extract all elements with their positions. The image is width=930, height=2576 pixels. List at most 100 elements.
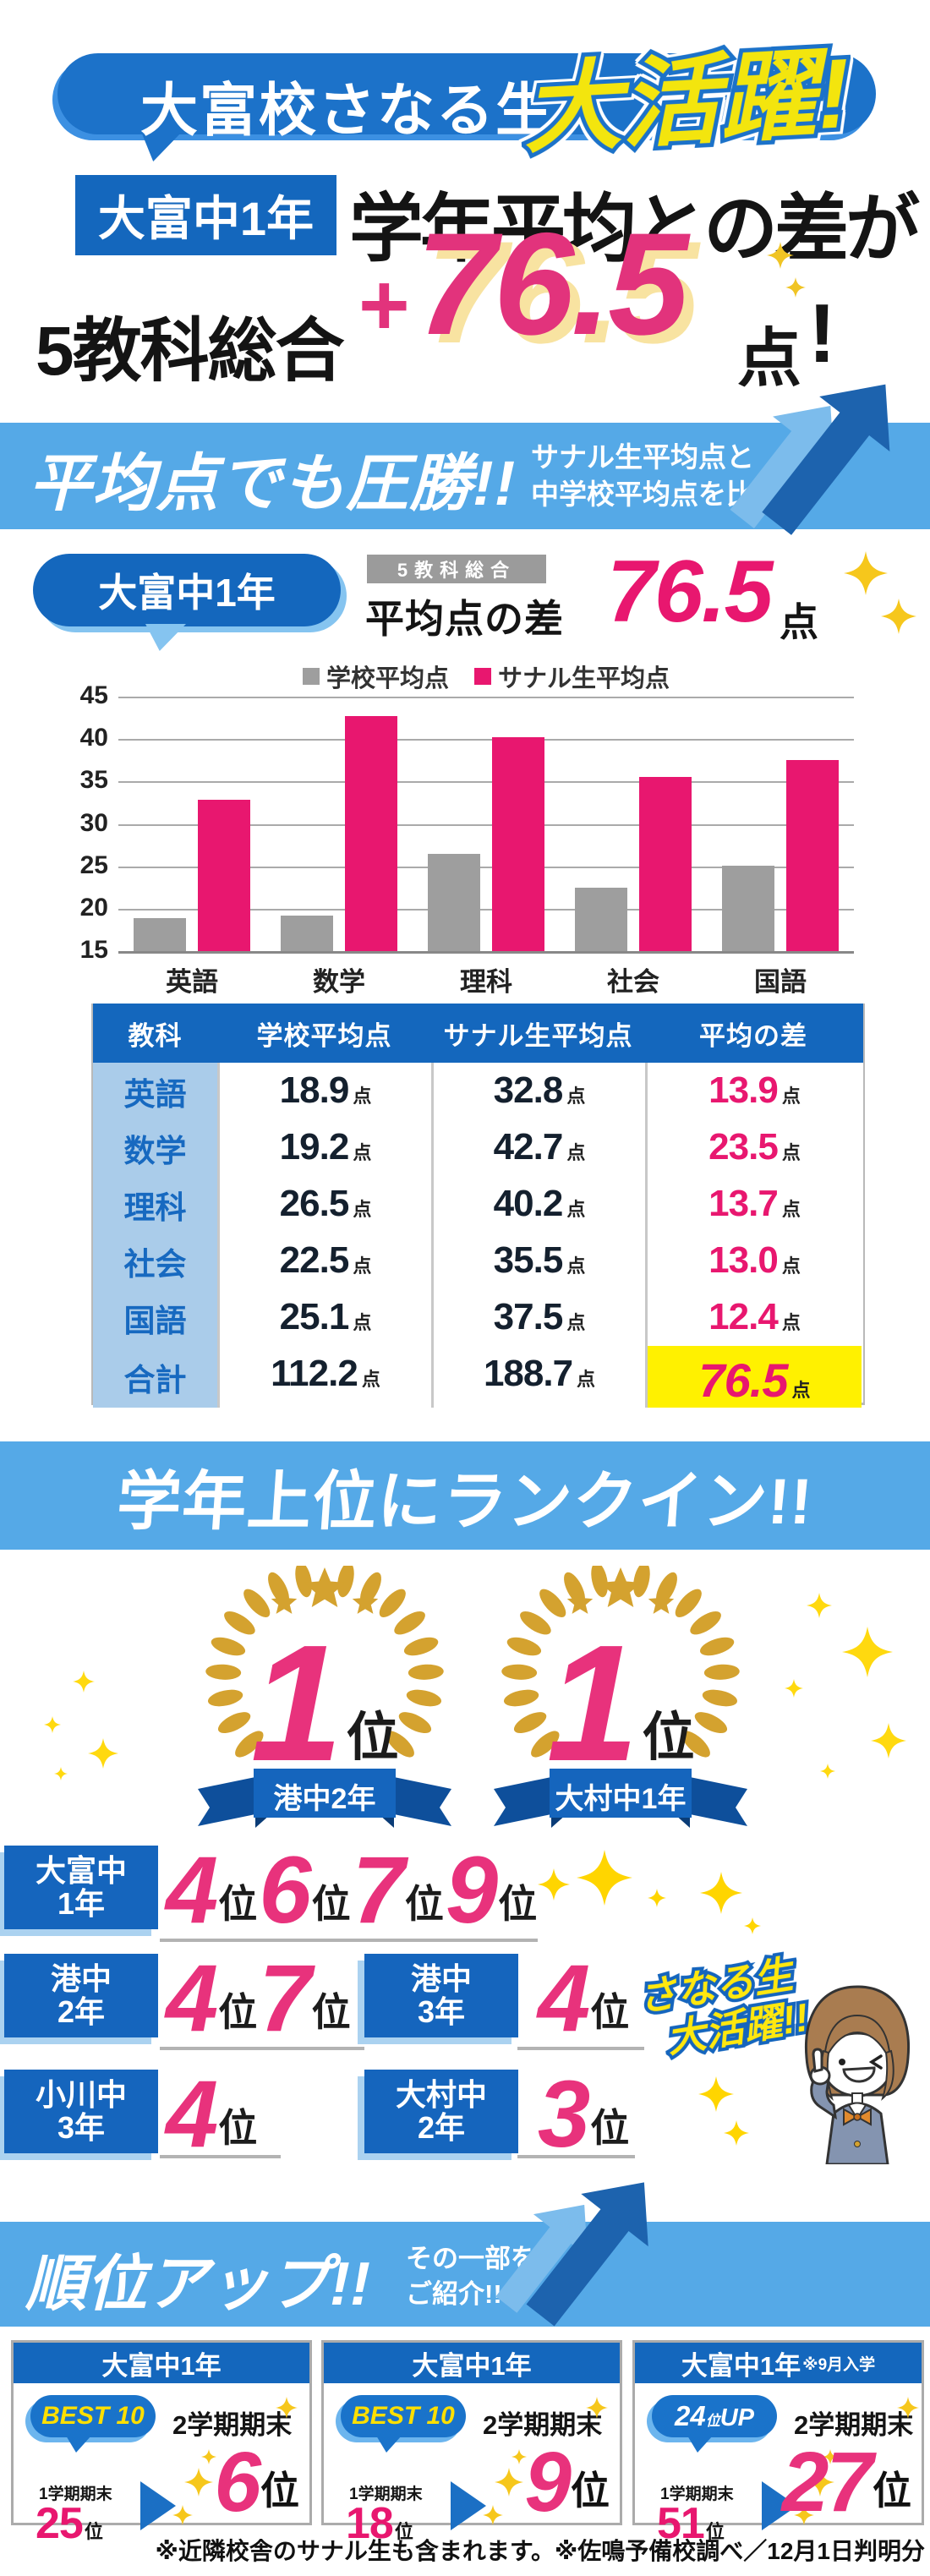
rank-unit: 位 [404, 1882, 444, 1926]
cell-value: 42.7 [493, 1126, 564, 1168]
bar-数学-サナル生平均点 [345, 716, 397, 951]
card-badge-bubble-tail [376, 2436, 402, 2453]
table-cell-school: 19.2 点 [217, 1119, 431, 1176]
x-category-label: 国語 [754, 967, 807, 997]
card-badge-bubble-tail [66, 2436, 91, 2453]
before-rank-value: 51 [657, 2499, 705, 2548]
table-row: 合計 112.2 点 188.7 点 76.5 点 [93, 1346, 863, 1408]
rank-value: 4 [166, 1945, 218, 2052]
sparkle-icon [586, 2397, 608, 2419]
right-arrow-icon [451, 2481, 486, 2530]
table-header-cell: 学校平均点 [256, 1020, 392, 1051]
cell-unit: 点 [353, 1142, 372, 1163]
after-rank-unit: 位 [260, 2469, 299, 2513]
sparkle-icon [276, 2397, 298, 2419]
sparkle-icon [172, 2449, 216, 2525]
rank-unit: 位 [218, 1882, 258, 1926]
rank-value: 9 [445, 1837, 498, 1944]
best10-badge-label: BEST 10 [352, 2402, 455, 2430]
table-subject-cell: 数学 [93, 1119, 217, 1176]
sparkle-cluster [897, 2397, 919, 2423]
school-grade-box: 小川中 3年 [4, 2070, 158, 2153]
cell-unit: 点 [361, 1369, 380, 1390]
table-header-cell: 教科 [128, 1020, 183, 1051]
sparkle-cluster [771, 1578, 906, 1783]
cell-value: 18.9 [279, 1069, 350, 1111]
bar-国語-学校平均点 [722, 865, 774, 951]
card-before-label: 1学期期末 [39, 2486, 112, 2503]
rank-up-banner-title: 順位アップ!! [25, 2251, 370, 2318]
bar-chart [118, 697, 854, 954]
table-subject-cell: 合計 [93, 1346, 217, 1408]
cell-unit: 点 [353, 1312, 372, 1333]
table-row: 英語 18.9 点 32.8 点 13.9 点 [93, 1063, 863, 1119]
cell-unit: 点 [353, 1086, 372, 1107]
card-school: 大富中1年 [412, 2350, 532, 2381]
avg-diff-value: 76.5 [607, 543, 773, 641]
grade: 3年 [57, 2109, 106, 2145]
bar-数学-学校平均点 [281, 915, 333, 951]
avg-diff-unit: 点 [780, 600, 818, 644]
gridline [118, 697, 854, 698]
hero-school-badge: 大富中1年 [75, 175, 336, 255]
rank-unit: 位 [218, 2106, 258, 2150]
cell-value: 32.8 [493, 1069, 564, 1111]
rank-unit: 位 [311, 1882, 351, 1926]
card-term-label: 2学期期末 [172, 2410, 293, 2440]
best10-badge-label: BEST 10 [41, 2402, 145, 2430]
chart-y-axis: 45 40 35 30 25 20 15 [52, 681, 108, 964]
hero-headline: 学年平均との差が [349, 187, 920, 271]
table-cell-sanaru: 35.5 点 [431, 1233, 645, 1289]
school-name: 大富中 [35, 1852, 127, 1888]
ribbon-school-label: 大村中1年 [555, 1783, 687, 1815]
sparkle-cluster [794, 2449, 838, 2530]
card-badge-bubble: BEST 10 [30, 2395, 156, 2437]
gridline [118, 823, 854, 826]
school-grade-box: 港中 3年 [364, 1954, 518, 2037]
x-category-label: 数学 [313, 967, 365, 997]
cell-value: 13.9 [708, 1069, 779, 1111]
cell-value: 40.2 [493, 1183, 564, 1224]
grade: 3年 [417, 1994, 466, 2029]
rank-value: 1 [546, 1611, 639, 1797]
ribbon-school-label: 港中2年 [273, 1783, 376, 1815]
avg-diff-label: 平均点の差 [365, 597, 564, 641]
cell-unit: 点 [781, 1312, 801, 1333]
card-before-rank: 25 位 [36, 2498, 103, 2549]
legend-swatch-icon [474, 668, 491, 685]
cell-unit: 点 [566, 1142, 586, 1163]
x-category-label: 社会 [607, 967, 659, 997]
rank-unit: 位 [642, 1709, 695, 1767]
rank-value: 4 [166, 1837, 218, 1944]
avg-subject-tag-label: 5教科総合 [397, 560, 517, 581]
footer-note: ※近隣校舎のサナル生も含まれます。※佐鳴予備校調べ／12月1日判明分 [155, 2538, 925, 2564]
table-cell-diff: 12.4 点 [645, 1289, 862, 1346]
hero-bubble-text: 大富校さなる生 [140, 79, 555, 143]
gridline [118, 951, 854, 954]
hero-subject-total-label: 5教科総合 [36, 313, 345, 390]
legend-label: サナル生平均点 [498, 665, 670, 692]
rank-value: 7 [259, 1945, 311, 2052]
average-win-banner-title: 平均点でも圧勝!! [29, 448, 517, 518]
table-header-cell: 平均の差 [699, 1020, 807, 1051]
table-cell-diff: 13.0 点 [645, 1233, 862, 1289]
y-tick-label: 30 [79, 808, 108, 837]
cell-unit: 点 [791, 1380, 811, 1401]
table-cell-sanaru: 188.7 点 [431, 1346, 645, 1408]
cell-unit: 点 [781, 1086, 801, 1107]
cell-value: 35.5 [493, 1239, 564, 1281]
after-rank-value: 9 [524, 2435, 572, 2530]
up-arrow-icon [495, 2204, 588, 2313]
